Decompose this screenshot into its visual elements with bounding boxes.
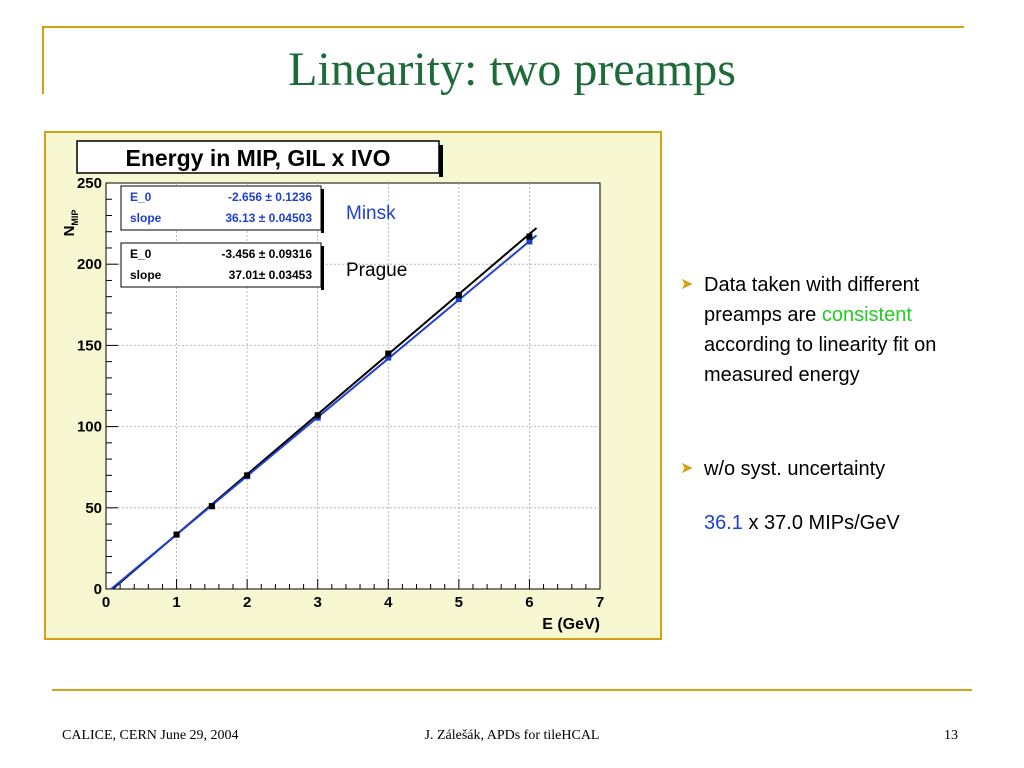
data-point-prague bbox=[455, 292, 462, 299]
x-tick-label: 3 bbox=[314, 594, 322, 611]
prague-fit-p0-label: E_0 bbox=[130, 247, 152, 261]
frame-left-rule bbox=[42, 26, 44, 94]
minsk-fit-p1-label: slope bbox=[130, 211, 162, 225]
footer-center: J. Zálešák, APDs for tileHCAL bbox=[424, 728, 600, 743]
data-points bbox=[173, 233, 533, 538]
axis-ticks: 0 1 2 3 4 5 6 7 0 50 100 150 200 250 bbox=[77, 175, 604, 611]
x-tick-label: 7 bbox=[596, 594, 604, 611]
fit-box-minsk-shadow bbox=[321, 189, 324, 233]
fit-box-prague-shadow bbox=[321, 246, 324, 290]
data-point-prague bbox=[385, 350, 392, 357]
bullet-1-text-b: according to linearity fit on measured e… bbox=[704, 334, 937, 386]
x-tick-label: 1 bbox=[172, 594, 180, 611]
x-tick-label: 0 bbox=[102, 594, 110, 611]
y-axis-label: NMIP bbox=[61, 210, 80, 237]
minsk-fit-p0-label: E_0 bbox=[130, 190, 152, 204]
data-point-prague bbox=[208, 503, 215, 510]
result-line: 36.1 x 37.0 MIPs/GeV bbox=[704, 512, 900, 535]
result-minsk-value: 36.1 bbox=[704, 512, 743, 534]
fit-box-minsk bbox=[120, 185, 322, 231]
data-point-minsk bbox=[526, 238, 533, 245]
data-point-prague bbox=[173, 531, 180, 538]
y-axis-label-sub: MIP bbox=[70, 210, 80, 226]
prague-fit-p0-value: -3.456 ± 0.09316 bbox=[221, 247, 312, 261]
linearity-chart: 0 1 2 3 4 5 6 7 0 50 100 150 200 250 Energy in MIP, G… bbox=[61, 140, 604, 633]
bullet-1-highlight: consistent bbox=[821, 304, 912, 326]
y-tick-label: 200 bbox=[77, 256, 102, 273]
prague-fit-p1-value: 37.01± 0.03453 bbox=[229, 268, 313, 282]
footer-left: CALICE, CERN June 29, 2004 bbox=[62, 728, 239, 743]
series-label-prague: Prague bbox=[346, 260, 407, 281]
x-axis-label: E (GeV) bbox=[542, 616, 600, 633]
page-number: 13 bbox=[944, 728, 958, 743]
x-tick-label: 2 bbox=[243, 594, 251, 611]
y-tick-label: 0 bbox=[94, 581, 102, 598]
arrow-bullet-icon: ➤ bbox=[680, 460, 694, 477]
x-tick-label: 4 bbox=[384, 594, 393, 611]
bullet-2-text: w/o syst. uncertainty bbox=[704, 458, 886, 480]
chart-title-box bbox=[76, 140, 440, 174]
data-point-minsk bbox=[385, 354, 392, 361]
y-tick-label: 150 bbox=[77, 337, 102, 354]
chart-title-shadow bbox=[439, 145, 443, 177]
minsk-fit-p0-value: -2.656 ± 0.1236 bbox=[228, 190, 312, 204]
minsk-fit-p1-value: 36.13 ± 0.04503 bbox=[225, 211, 312, 225]
fit-line-minsk bbox=[110, 234, 538, 590]
y-axis-label-main: N bbox=[61, 226, 78, 237]
series-label-minsk: Minsk bbox=[346, 203, 396, 224]
data-point-prague bbox=[526, 233, 533, 240]
y-tick-label: 250 bbox=[77, 175, 102, 192]
bullet-consistency: ➤ Data taken with different preamps are … bbox=[680, 270, 1000, 390]
x-tick-label: 6 bbox=[525, 594, 533, 611]
data-point-prague bbox=[244, 472, 251, 479]
bullet-syst-uncertainty: ➤ w/o syst. uncertainty bbox=[680, 454, 1024, 484]
fit-box-prague bbox=[120, 242, 322, 288]
arrow-bullet-icon: ➤ bbox=[680, 276, 694, 293]
x-tick-label: 5 bbox=[455, 594, 463, 611]
bullet-1-text-a: Data taken with different preamps are bbox=[704, 274, 920, 326]
slide-title: Linearity: two preamps bbox=[288, 43, 736, 96]
data-point-prague bbox=[314, 412, 321, 419]
footer-rule bbox=[52, 689, 972, 691]
y-tick-label: 50 bbox=[85, 500, 102, 517]
fit-lines bbox=[110, 227, 538, 590]
frame-top-rule bbox=[44, 26, 964, 28]
y-tick-label: 100 bbox=[77, 419, 102, 436]
data-point-minsk bbox=[455, 296, 462, 303]
chart-title: Energy in MIP, GIL x IVO bbox=[125, 145, 390, 171]
result-rest: x 37.0 MIPs/GeV bbox=[742, 512, 900, 534]
prague-fit-p1-label: slope bbox=[130, 268, 162, 282]
